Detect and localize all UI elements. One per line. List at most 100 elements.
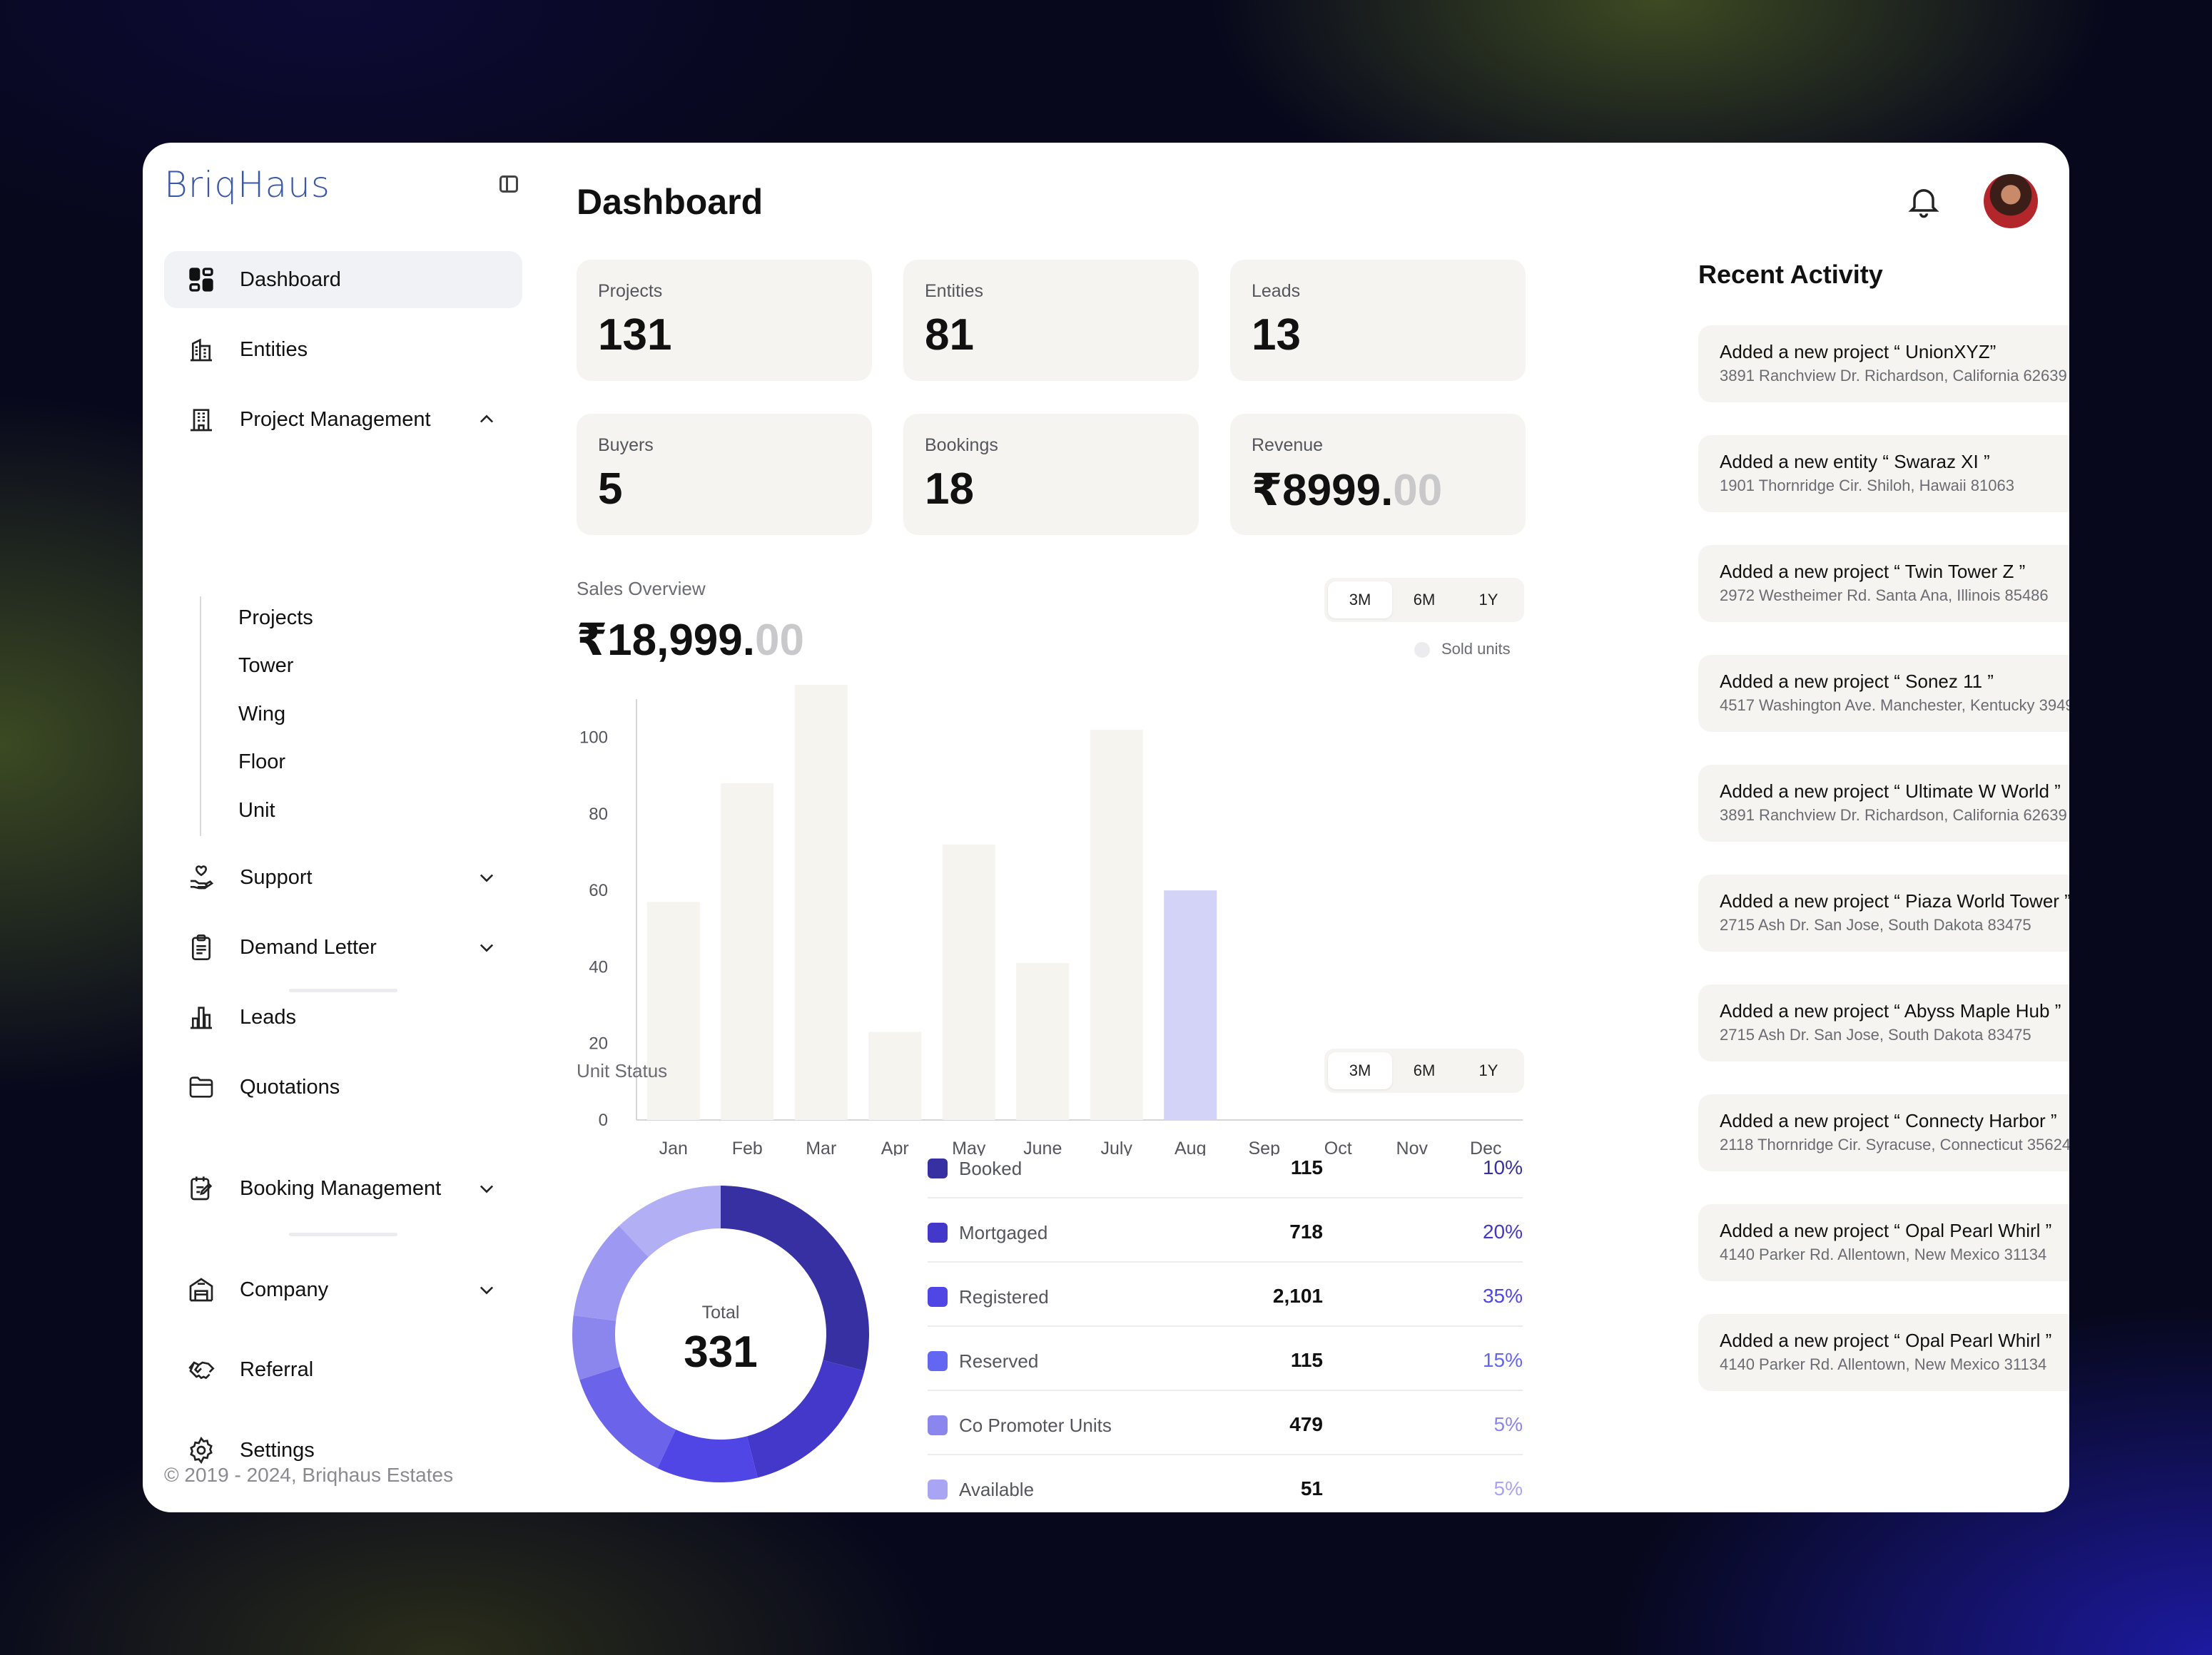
sidebar-item-referral[interactable]: Referral bbox=[164, 1341, 522, 1398]
sidebar-item-settings[interactable]: Settings bbox=[164, 1422, 522, 1479]
stat-value: 13 bbox=[1252, 310, 1301, 360]
sidebar-item-entities[interactable]: Entities bbox=[164, 321, 522, 378]
activity-item[interactable]: Added a new project “ Ultimate W World ”… bbox=[1698, 765, 2069, 842]
activity-address: 2118 Thornridge Cir. Syracuse, Connectic… bbox=[1720, 1136, 2069, 1154]
period-3m-button[interactable]: 3M bbox=[1328, 581, 1392, 618]
stat-label: Buyers bbox=[598, 435, 654, 455]
activity-item[interactable]: Added a new project “ Connecty Harbor ” 2… bbox=[1698, 1094, 2069, 1171]
page-title: Dashboard bbox=[577, 182, 763, 222]
status-count: 479 bbox=[1289, 1413, 1323, 1435]
stat-label: Revenue bbox=[1252, 435, 1324, 455]
chevron-down-icon[interactable] bbox=[477, 1280, 497, 1300]
activity-title: Added a new project “ UnionXYZ” bbox=[1720, 341, 1997, 362]
period-1y-button[interactable]: 1Y bbox=[1478, 1061, 1498, 1079]
status-count: 2,101 bbox=[1272, 1285, 1323, 1307]
period-3m-button[interactable]: 3M bbox=[1328, 1052, 1392, 1089]
x-tick-label: Aug bbox=[1175, 1139, 1206, 1156]
y-tick-label: 80 bbox=[589, 805, 608, 824]
sidebar-item-quotations[interactable]: Quotations bbox=[164, 1059, 522, 1116]
handshake-icon bbox=[187, 1355, 215, 1384]
revenue-decimal: 00 bbox=[1393, 466, 1443, 515]
sidebar-item-label: Project Management bbox=[240, 407, 431, 431]
activity-title: Added a new project “ Abyss Maple Hub ” bbox=[1720, 1000, 2061, 1022]
sidebar-item-demand-letter[interactable]: Demand Letter bbox=[164, 919, 522, 976]
revenue-integer: ₹8999. bbox=[1252, 466, 1394, 515]
bar bbox=[1090, 729, 1143, 1120]
activity-title: Added a new entity “ Swaraz XI ” bbox=[1720, 451, 1990, 472]
x-tick-label: Apr bbox=[881, 1139, 909, 1156]
status-percent: 35% bbox=[1482, 1285, 1523, 1307]
activity-item[interactable]: Added a new project “ UnionXYZ” 3891 Ranc… bbox=[1698, 325, 2069, 402]
bell-icon[interactable] bbox=[1905, 183, 1942, 220]
stat-value: ₹8999.00 bbox=[1252, 464, 1442, 516]
y-tick-label: 20 bbox=[589, 1034, 608, 1054]
chevron-down-icon[interactable] bbox=[477, 1178, 497, 1198]
donut-slice bbox=[619, 1186, 721, 1258]
sidebar-divider bbox=[289, 989, 397, 992]
sidebar-subitem-tower[interactable]: Tower bbox=[238, 654, 294, 677]
status-swatch bbox=[928, 1415, 948, 1435]
x-tick-label: Jan bbox=[659, 1139, 688, 1156]
status-count: 51 bbox=[1300, 1477, 1323, 1499]
sidebar-item-booking-management[interactable]: Booking Management bbox=[164, 1160, 522, 1217]
x-tick-label: July bbox=[1101, 1139, 1133, 1156]
table-row: Reserved 115 15% bbox=[928, 1327, 1523, 1391]
period-1y-button[interactable]: 1Y bbox=[1478, 591, 1498, 608]
stat-card-projects: Projects 131 bbox=[577, 260, 872, 381]
chevron-down-icon[interactable] bbox=[477, 937, 497, 957]
activity-address: 2715 Ash Dr. San Jose, South Dakota 8347… bbox=[1720, 916, 2031, 934]
status-swatch bbox=[928, 1158, 948, 1178]
stat-label: Projects bbox=[598, 281, 663, 301]
activity-item[interactable]: Added a new project “ Twin Tower Z ” 2972… bbox=[1698, 545, 2069, 622]
sidebar-subitem-wing[interactable]: Wing bbox=[238, 703, 286, 725]
stat-card-entities: Entities 81 bbox=[903, 260, 1199, 381]
status-percent: 5% bbox=[1493, 1477, 1523, 1499]
status-count: 718 bbox=[1289, 1221, 1323, 1243]
stat-value: 81 bbox=[925, 310, 974, 360]
sales-period-selector: 3M 6M 1Y bbox=[1324, 578, 1524, 622]
status-name: Booked bbox=[959, 1158, 1023, 1179]
activity-address: 4517 Washington Ave. Manchester, Kentuck… bbox=[1720, 696, 2069, 714]
sidebar-subitem-projects[interactable]: Projects bbox=[238, 606, 313, 629]
activity-item[interactable]: Added a new project “ Abyss Maple Hub ” 2… bbox=[1698, 984, 2069, 1061]
activity-item[interactable]: Added a new entity “ Swaraz XI ” 1901 Tho… bbox=[1698, 435, 2069, 512]
status-name: Reserved bbox=[959, 1350, 1039, 1372]
period-6m-button[interactable]: 6M bbox=[1413, 591, 1436, 608]
sidebar-item-company[interactable]: Company bbox=[164, 1261, 522, 1318]
sidebar-item-dashboard[interactable]: Dashboard bbox=[164, 251, 522, 308]
activity-item[interactable]: Added a new project “ Opal Pearl Whirl ”… bbox=[1698, 1204, 2069, 1281]
activity-title: Added a new project “ Ultimate W World ” bbox=[1720, 780, 2061, 802]
unit-status-label: Unit Status bbox=[577, 1060, 668, 1081]
x-tick-label: Nov bbox=[1396, 1139, 1429, 1156]
activity-item[interactable]: Added a new project “ Piaza World Tower … bbox=[1698, 875, 2069, 952]
stat-label: Entities bbox=[925, 281, 983, 301]
sidebar-subitem-unit[interactable]: Unit bbox=[238, 799, 275, 822]
activity-item[interactable]: Added a new project “ Opal Pearl Whirl ”… bbox=[1698, 1314, 2069, 1391]
activity-address: 4140 Parker Rd. Allentown, New Mexico 31… bbox=[1720, 1355, 2047, 1373]
activity-title: Added a new project “ Piaza World Tower … bbox=[1720, 890, 2069, 912]
unit-status-donut bbox=[572, 1186, 869, 1482]
stat-value: 18 bbox=[925, 464, 974, 514]
chevron-up-icon[interactable] bbox=[477, 409, 497, 429]
period-6m-button[interactable]: 6M bbox=[1413, 1061, 1436, 1079]
status-swatch bbox=[928, 1351, 948, 1371]
sidebar-item-label: Dashboard bbox=[240, 268, 341, 291]
bar bbox=[794, 685, 848, 1120]
sidebar-item-project-management[interactable]: Project Management bbox=[164, 391, 522, 448]
activity-address: 3891 Ranchview Dr. Richardson, Californi… bbox=[1720, 367, 2067, 385]
avatar[interactable] bbox=[1984, 174, 2038, 228]
sidebar-item-leads[interactable]: Leads bbox=[164, 989, 522, 1046]
stat-card-bookings: Bookings 18 bbox=[903, 414, 1199, 535]
sidebar-item-support[interactable]: Support bbox=[164, 849, 522, 906]
x-tick-label: June bbox=[1023, 1139, 1062, 1156]
sales-amount-decimal: 00 bbox=[755, 616, 804, 665]
brand-logo[interactable]: BriqHaus bbox=[164, 164, 330, 205]
chevron-down-icon[interactable] bbox=[477, 867, 497, 887]
building-icon bbox=[187, 335, 215, 364]
sidebar-subitem-floor[interactable]: Floor bbox=[238, 750, 286, 773]
x-tick-label: Sep bbox=[1249, 1139, 1280, 1156]
sidebar-toggle-icon[interactable] bbox=[499, 175, 518, 193]
activity-item[interactable]: Added a new project “ Sonez 11 ” 4517 Was… bbox=[1698, 655, 2069, 732]
status-count: 115 bbox=[1290, 1156, 1323, 1178]
x-tick-label: Oct bbox=[1324, 1139, 1352, 1156]
